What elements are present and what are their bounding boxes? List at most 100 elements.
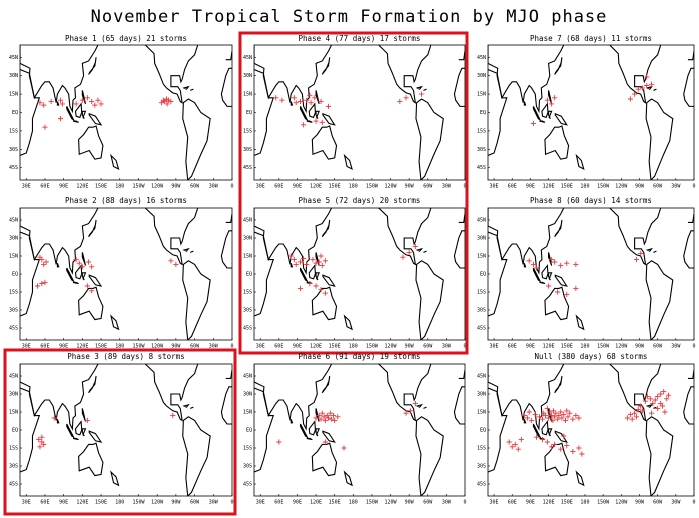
lon-tick-label: 90W xyxy=(405,184,415,190)
storm-marker xyxy=(633,257,640,263)
storm-marker xyxy=(512,441,518,447)
storm-marker xyxy=(648,81,655,87)
lon-tick-label: 180 xyxy=(580,184,589,190)
lat-tick-label: 15N xyxy=(477,254,486,260)
lon-tick-label: 180 xyxy=(349,344,358,350)
storm-marker xyxy=(536,414,543,420)
storm-marker xyxy=(293,100,299,106)
storm-marker xyxy=(301,122,307,128)
storm-marker xyxy=(297,285,304,291)
land-outline xyxy=(20,364,232,496)
storm-marker xyxy=(412,401,418,407)
storm-marker xyxy=(170,413,176,419)
storm-marker xyxy=(297,98,304,105)
storm-marker xyxy=(552,259,558,265)
map-panel: Null (380 days) 68 storms 45N 30N 15N EQ 15S 3… xyxy=(477,352,696,506)
lon-tick-label: 150E xyxy=(95,184,107,190)
lon-tick-label: 30E xyxy=(22,184,31,190)
panel-title: Phase 3 (89 days) 8 storms xyxy=(67,352,184,361)
lat-tick-label: 15N xyxy=(477,410,486,416)
lon-tick-label: 150W xyxy=(366,344,379,350)
storm-marker xyxy=(95,97,101,103)
lat-tick-label: 45N xyxy=(477,374,486,380)
lon-tick-label: 150W xyxy=(132,344,145,350)
lon-tick-label: 150W xyxy=(597,184,610,190)
lat-tick-label: 15N xyxy=(243,254,252,260)
lon-tick-label: 30E xyxy=(256,344,265,350)
storm-marker xyxy=(553,410,559,416)
storm-marker xyxy=(57,97,64,103)
lat-tick-label: 30N xyxy=(243,392,252,398)
storm-marker xyxy=(41,261,47,267)
storm-marker xyxy=(555,416,561,422)
storm-marker xyxy=(533,265,540,271)
storm-marker xyxy=(89,288,95,294)
storm-marker xyxy=(647,396,653,402)
coastlines xyxy=(488,45,694,180)
lon-tick-label: 0 xyxy=(463,344,466,350)
storm-marker xyxy=(567,410,573,416)
land-outline xyxy=(488,364,694,496)
storm-marker xyxy=(341,445,347,451)
highlight-box xyxy=(3,348,237,516)
storm-marker xyxy=(318,98,324,105)
lon-tick-label: 150E xyxy=(561,500,573,506)
lat-tick-label: 45S xyxy=(477,165,486,171)
map-panel: Phase 3 (89 days) 8 storms 45N 30N 15N EQ 15S… xyxy=(9,352,234,506)
storm-marker xyxy=(644,393,650,399)
lat-tick-label: EQ xyxy=(246,110,252,116)
lat-tick-label: 30N xyxy=(477,73,486,79)
lat-tick-label: 30N xyxy=(477,236,486,242)
storm-marker xyxy=(318,253,324,259)
lon-tick-label: 30W xyxy=(209,344,219,350)
storm-marker xyxy=(573,285,579,291)
lat-tick-label: EQ xyxy=(246,428,252,434)
storm-marker xyxy=(313,283,319,289)
storm-marker xyxy=(276,439,282,445)
lon-tick-label: 30W xyxy=(442,500,452,506)
lat-tick-label: 45S xyxy=(9,482,18,488)
storm-marker xyxy=(550,408,557,414)
storm-marker xyxy=(627,96,633,102)
panel-title: Null (380 days) 68 storms xyxy=(535,352,648,361)
panel-title: Phase 8 (60 days) 14 storms xyxy=(530,196,652,205)
lat-tick-label: 15S xyxy=(243,128,252,134)
storm-marker xyxy=(521,413,527,419)
lat-tick-label: EQ xyxy=(480,272,486,278)
storm-marker xyxy=(310,257,316,263)
coastlines xyxy=(254,45,465,180)
land-outline xyxy=(488,208,694,340)
storm-marker xyxy=(403,95,409,101)
storm-marker xyxy=(506,439,512,445)
storm-marker xyxy=(509,444,515,450)
storm-marker xyxy=(661,389,667,395)
storm-marker xyxy=(328,416,335,422)
storm-marker xyxy=(633,414,640,420)
lon-tick-label: 90W xyxy=(635,500,645,506)
storm-marker xyxy=(293,261,299,267)
lat-tick-label: 45N xyxy=(9,374,18,380)
storm-marker xyxy=(407,408,413,414)
lat-tick-label: 45S xyxy=(243,165,252,171)
lon-tick-label: 180 xyxy=(349,500,358,506)
storm-marker xyxy=(42,124,48,130)
storm-marker xyxy=(36,437,42,443)
storm-marker xyxy=(325,103,332,109)
storm-marker xyxy=(301,255,307,261)
lat-tick-label: 15N xyxy=(9,92,18,98)
storm-marker xyxy=(164,101,170,107)
lat-tick-label: 30S xyxy=(477,147,486,153)
storm-marker xyxy=(579,451,585,457)
storm-marker xyxy=(84,417,90,423)
lon-tick-label: 30W xyxy=(671,184,681,190)
storm-marker xyxy=(576,415,582,421)
storm-marker xyxy=(547,409,553,415)
storm-marker xyxy=(530,120,537,127)
storm-marker xyxy=(561,433,567,439)
storm-marker xyxy=(532,411,538,417)
storm-marker xyxy=(639,85,646,91)
lat-tick-label: 45N xyxy=(243,374,252,380)
lon-tick-label: 120E xyxy=(543,184,555,190)
